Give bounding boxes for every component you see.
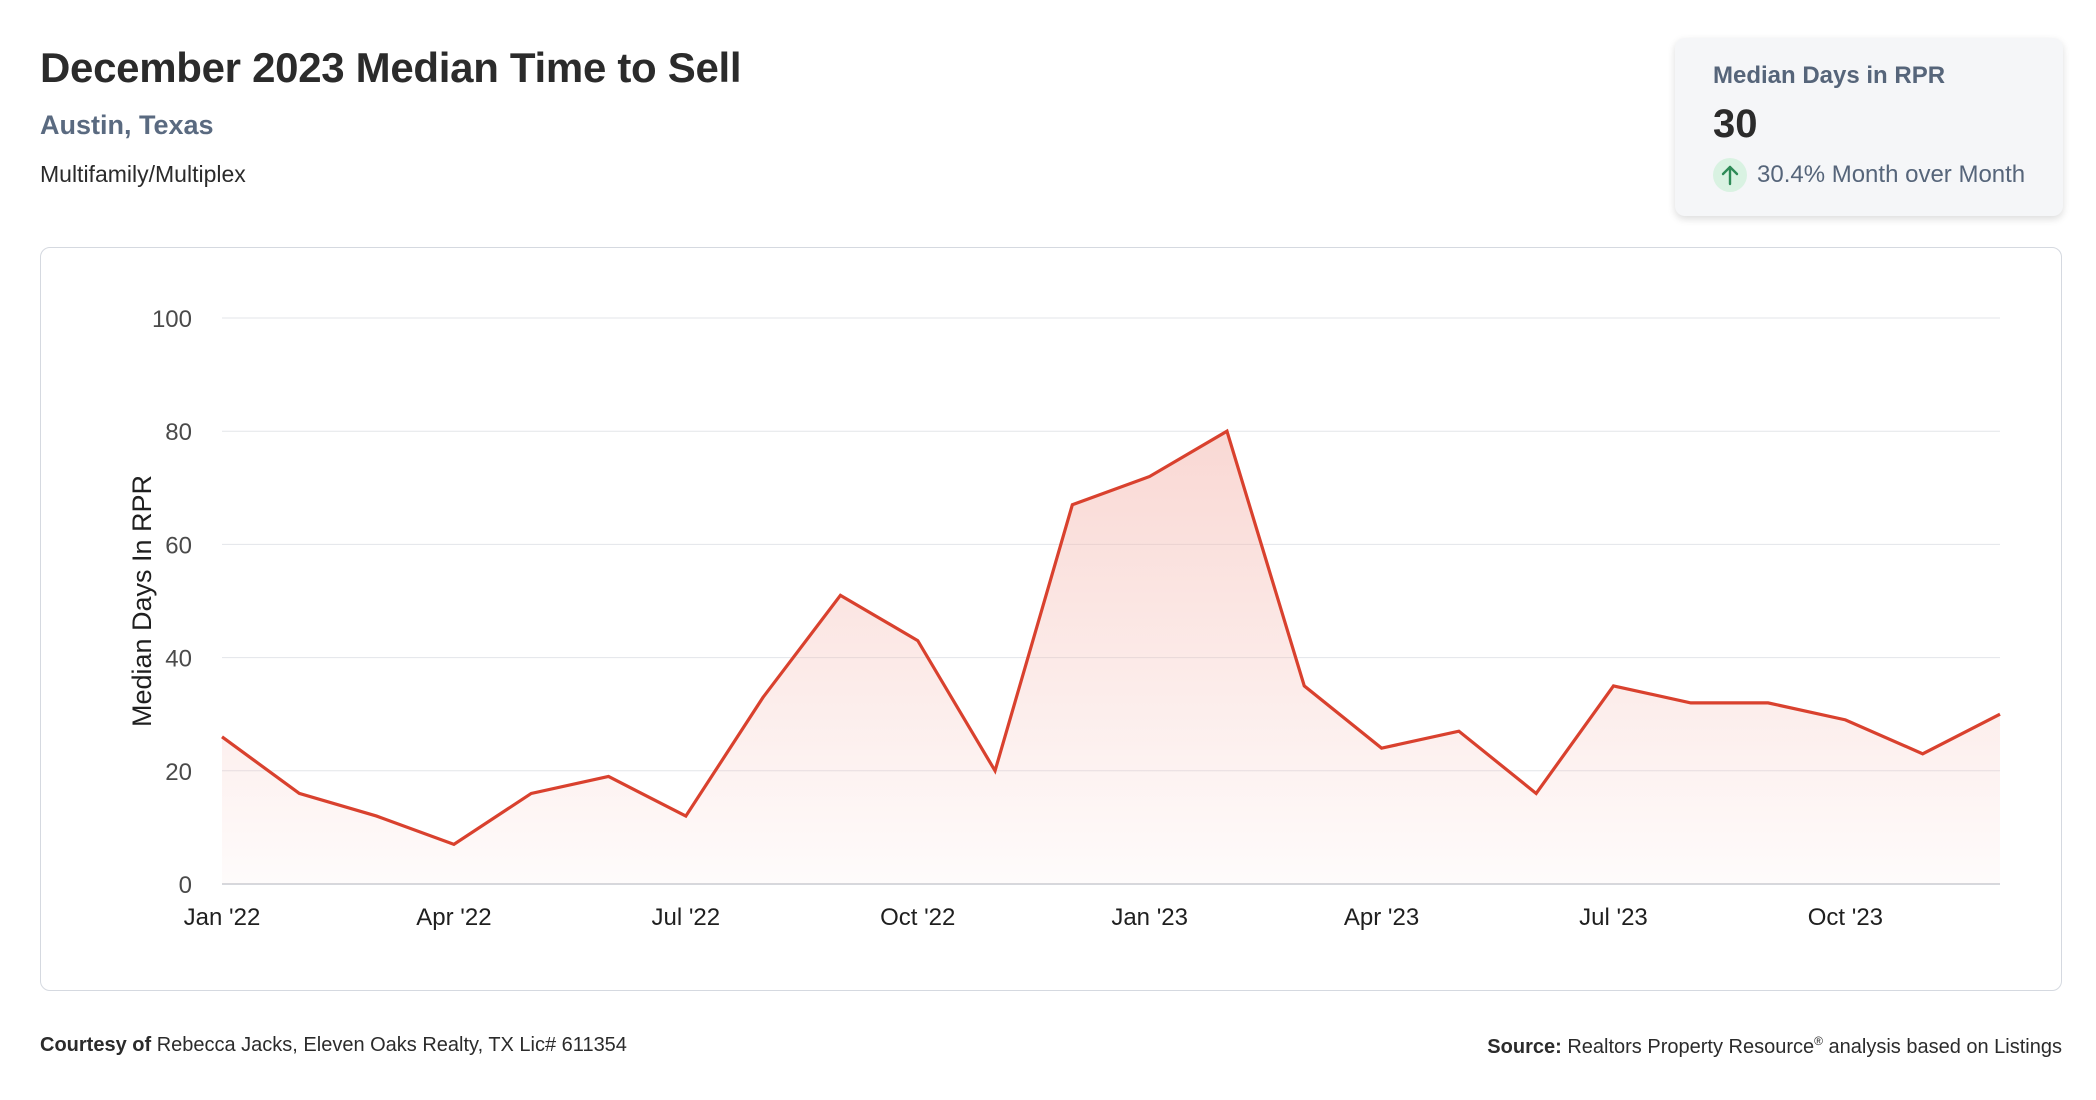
series-line bbox=[221, 428, 2001, 847]
source-text: Realtors Property Resource bbox=[1567, 1036, 1815, 1058]
x-tick-label: Apr '23 bbox=[1344, 904, 1419, 931]
x-tick-label: Jul '23 bbox=[1579, 904, 1648, 931]
y-tick-label: 40 bbox=[165, 646, 192, 673]
page-title: December 2023 Median Time to Sell bbox=[40, 44, 742, 91]
x-tick-label: Jan '23 bbox=[1111, 904, 1188, 931]
y-axis-label: Median Days In RPR bbox=[127, 475, 157, 727]
up-arrow-icon bbox=[1713, 158, 1747, 192]
source-footer: Source: Realtors Property Resource® anal… bbox=[1487, 1034, 2062, 1059]
courtesy-footer: Courtesy of Rebecca Jacks, Eleven Oaks R… bbox=[40, 1034, 627, 1057]
stat-change: 30.4% Month over Month bbox=[1713, 158, 2063, 192]
stat-value: 30 bbox=[1713, 102, 1758, 146]
x-tick-label: Jul '22 bbox=[652, 904, 721, 931]
x-tick-label: Oct '23 bbox=[1808, 904, 1883, 931]
source-label: Source: bbox=[1487, 1036, 1562, 1058]
y-tick-label: 60 bbox=[165, 532, 192, 559]
y-tick-label: 80 bbox=[165, 419, 192, 446]
courtesy-label: Courtesy of bbox=[40, 1034, 152, 1056]
property-type-label: Multifamily/Multiplex bbox=[40, 161, 246, 187]
stat-change-text: 30.4% Month over Month bbox=[1757, 161, 2026, 188]
y-tick-label: 0 bbox=[179, 872, 192, 899]
y-tick-label: 20 bbox=[165, 759, 192, 786]
chart-panel: 0 20 40 60 80 100 Median Days In RPR Jan '22 Apr… bbox=[40, 247, 2062, 991]
x-tick-label: Jan '22 bbox=[184, 904, 261, 931]
y-tick-label: 100 bbox=[152, 306, 192, 333]
x-tick-label: Apr '22 bbox=[416, 904, 491, 931]
median-days-stat-card: Median Days in RPR 30 30.4% Month over M… bbox=[1675, 38, 2063, 216]
stat-label: Median Days in RPR bbox=[1713, 62, 1946, 89]
series-area bbox=[222, 431, 2000, 884]
courtesy-text: Rebecca Jacks, Eleven Oaks Realty, TX Li… bbox=[156, 1034, 627, 1056]
source-suffix: analysis based on Listings bbox=[1828, 1036, 2062, 1058]
median-days-chart: 0 20 40 60 80 100 Median Days In RPR Jan '22 Apr… bbox=[127, 306, 2001, 931]
registered-mark: ® bbox=[1814, 1034, 1823, 1048]
location-label: Austin, Texas bbox=[40, 110, 214, 140]
x-tick-label: Oct '22 bbox=[880, 904, 955, 931]
